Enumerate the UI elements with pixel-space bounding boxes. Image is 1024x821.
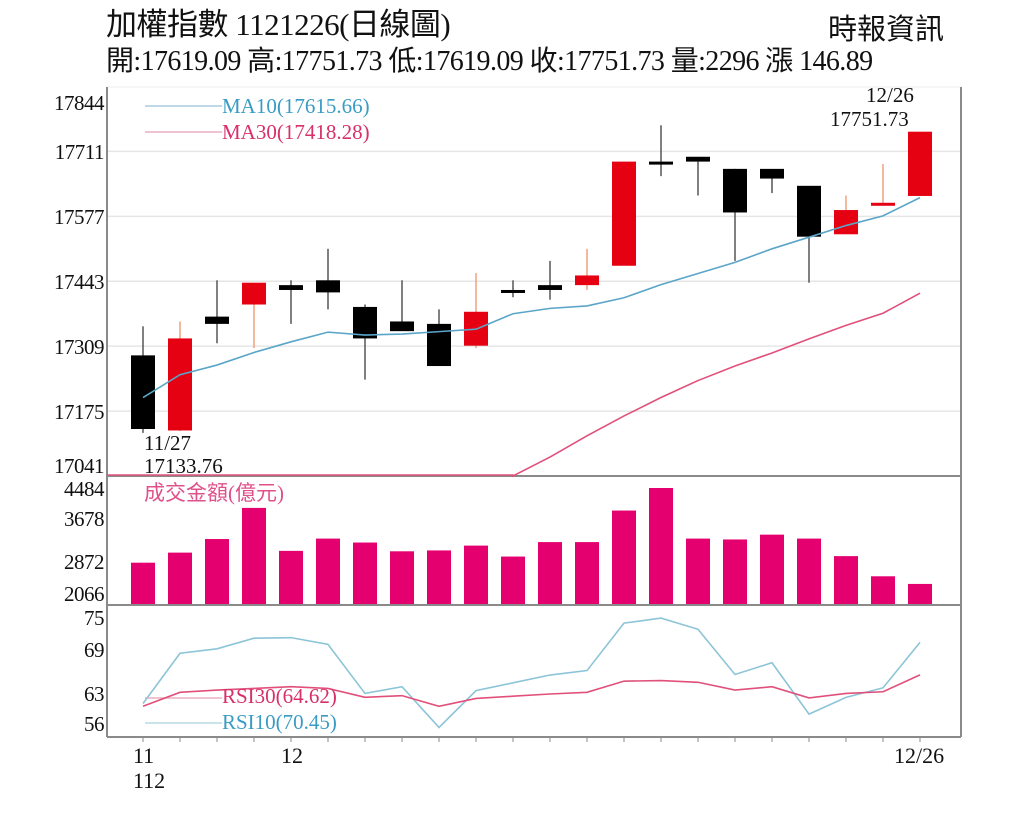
x-axis-label-last: 12/26 bbox=[894, 743, 945, 768]
price-y-tick: 17443 bbox=[54, 270, 105, 294]
candle-body bbox=[649, 161, 673, 165]
volume-title: 成交金額(億元) bbox=[144, 481, 284, 505]
candle-body bbox=[353, 306, 377, 339]
candle-body bbox=[871, 202, 895, 206]
candle-body bbox=[760, 168, 784, 179]
rsi-y-tick: 75 bbox=[84, 606, 105, 630]
volume-y-tick: 4484 bbox=[64, 477, 105, 501]
candle-body bbox=[205, 316, 229, 324]
candle-body bbox=[168, 338, 192, 431]
candle-body bbox=[723, 168, 747, 213]
rsi-y-tick: 56 bbox=[84, 712, 105, 736]
volume-bar bbox=[575, 542, 599, 604]
candle-body bbox=[316, 280, 340, 293]
volume-bar bbox=[834, 556, 858, 604]
volume-bar bbox=[797, 538, 821, 604]
high-annotation-date: 12/26 bbox=[866, 83, 914, 107]
ma30-line bbox=[107, 292, 921, 478]
volume-bar bbox=[612, 510, 636, 604]
rsi30-legend: RSI30(64.62) bbox=[222, 684, 337, 708]
volume-bar bbox=[538, 542, 562, 604]
ma30-legend: MA30(17418.28) bbox=[222, 120, 370, 144]
volume-bar bbox=[908, 583, 932, 604]
candle-body bbox=[834, 210, 858, 235]
volume-bar bbox=[205, 539, 229, 604]
volume-bar bbox=[871, 576, 895, 604]
ma10-legend: MA10(17615.66) bbox=[222, 94, 370, 118]
volume-bar bbox=[686, 538, 710, 604]
low-annotation-value: 17133.76 bbox=[144, 454, 223, 478]
low-annotation-date: 11/27 bbox=[144, 431, 192, 455]
volume-y-tick: 2066 bbox=[64, 582, 105, 606]
price-y-tick: 17711 bbox=[54, 140, 105, 164]
rsi10-line bbox=[142, 617, 921, 729]
candle-body bbox=[427, 323, 451, 367]
volume-bar bbox=[279, 550, 303, 604]
candle-body bbox=[612, 161, 636, 266]
high-annotation-value: 17751.73 bbox=[830, 107, 909, 131]
volume-bar bbox=[168, 552, 192, 604]
candle-body bbox=[797, 185, 821, 237]
volume-bar bbox=[242, 507, 266, 604]
candle-body bbox=[686, 156, 710, 162]
volume-bar bbox=[390, 551, 414, 604]
candle-body bbox=[242, 282, 266, 305]
volume-y-tick: 2872 bbox=[64, 550, 105, 574]
rsi30-line bbox=[142, 674, 921, 708]
candle-body bbox=[279, 285, 303, 290]
price-y-tick: 17577 bbox=[54, 205, 105, 229]
volume-bar bbox=[464, 545, 488, 604]
candle-body bbox=[501, 289, 525, 293]
candle-body bbox=[908, 131, 932, 196]
chart-title: 加權指數 1121226(日線圖) bbox=[106, 7, 451, 42]
volume-bar bbox=[649, 488, 673, 604]
candle-body bbox=[575, 275, 599, 286]
rsi10-legend: RSI10(70.45) bbox=[222, 710, 337, 734]
volume-bar bbox=[723, 539, 747, 604]
rsi-y-tick: 69 bbox=[84, 638, 105, 662]
volume-bar bbox=[131, 562, 155, 604]
x-axis-label-year: 112 bbox=[133, 768, 166, 793]
price-y-tick: 17175 bbox=[54, 400, 105, 424]
rsi-y-tick: 63 bbox=[84, 682, 105, 706]
volume-bar bbox=[501, 556, 525, 604]
candle-body bbox=[538, 285, 562, 290]
x-axis-label-nov: 11 bbox=[133, 743, 155, 768]
ohlc-summary: 開:17619.09 高:17751.73 低:17619.09 收:17751… bbox=[106, 46, 873, 77]
price-y-tick: 17041 bbox=[54, 454, 105, 478]
x-axis-label-dec: 12 bbox=[281, 743, 303, 768]
volume-bar bbox=[760, 534, 784, 604]
volume-bar bbox=[353, 542, 377, 604]
source-label: 時報資訊 bbox=[828, 14, 945, 46]
price-y-tick: 17844 bbox=[54, 91, 105, 115]
volume-y-tick: 3678 bbox=[64, 507, 105, 531]
volume-bar bbox=[427, 550, 451, 604]
candle-body bbox=[390, 321, 414, 332]
price-y-tick: 17309 bbox=[54, 335, 105, 359]
ma10-line bbox=[142, 196, 921, 399]
volume-bar bbox=[316, 538, 340, 604]
